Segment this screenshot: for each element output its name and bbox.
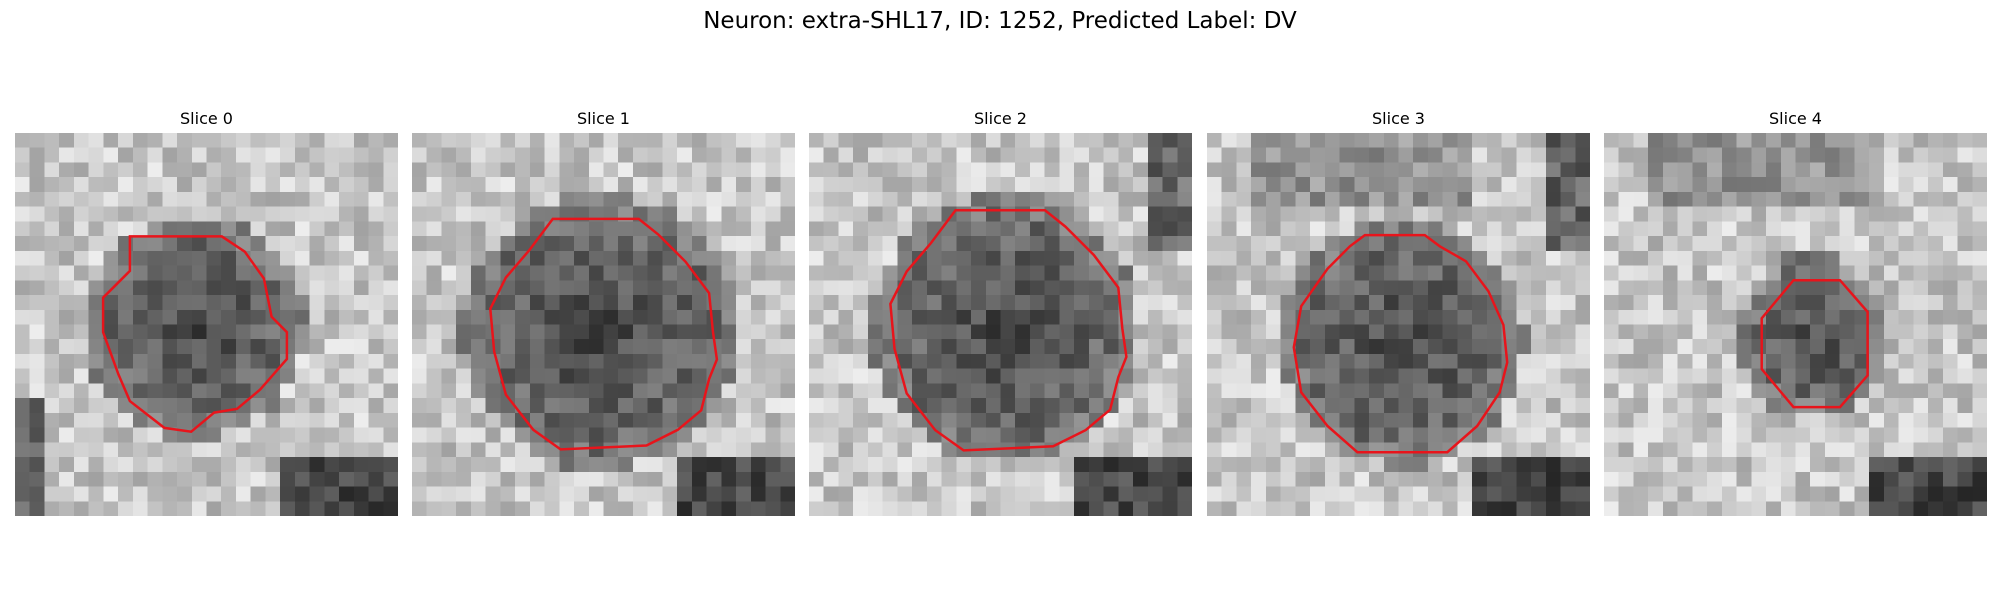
- slice-panel: Slice 0: [15, 108, 398, 516]
- slice-title: Slice 1: [577, 109, 630, 128]
- slice-panel: Slice 2: [809, 108, 1192, 516]
- slice-title: Slice 0: [180, 109, 233, 128]
- slice-image: [412, 133, 795, 516]
- roi-contour: [101, 235, 289, 434]
- slice-image: [809, 133, 1192, 516]
- slice-panel: Slice 1: [412, 108, 795, 516]
- slice-image: [1207, 133, 1590, 516]
- roi-contour: [889, 209, 1128, 452]
- figure-title: Neuron: extra-SHL17, ID: 1252, Predicted…: [703, 8, 1297, 34]
- roi-contour: [489, 217, 719, 451]
- slice-title: Slice 2: [974, 109, 1027, 128]
- slice-panel: Slice 3: [1207, 108, 1590, 516]
- roi-contour: [1292, 233, 1509, 454]
- slice-title: Slice 4: [1769, 109, 1822, 128]
- slice-image: [15, 133, 398, 516]
- slice-image: [1604, 133, 1987, 516]
- slice-panel: Slice 4: [1604, 108, 1987, 516]
- roi-contour: [1760, 278, 1869, 409]
- slice-title: Slice 3: [1372, 109, 1425, 128]
